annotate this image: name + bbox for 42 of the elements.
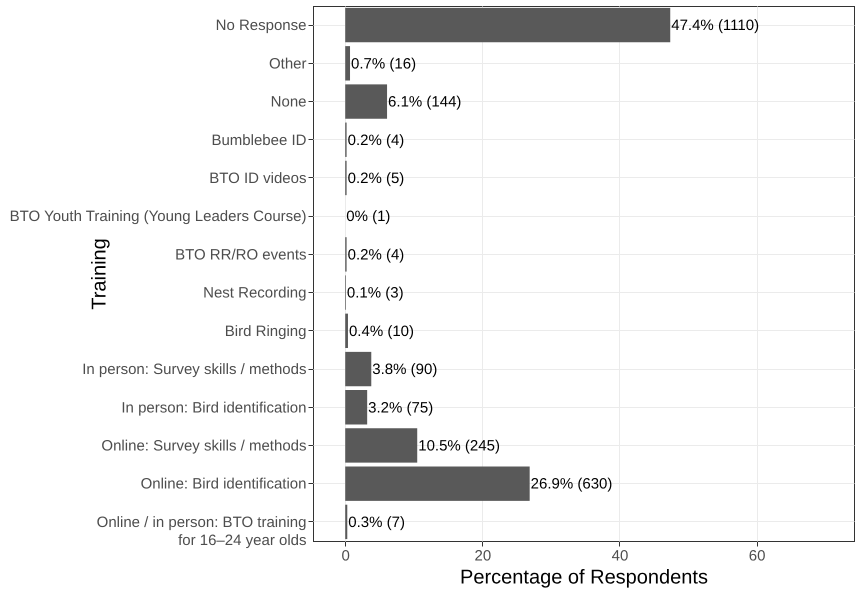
data-label: 0.4% (10): [348, 322, 414, 340]
x-tick-label: 60: [748, 548, 766, 564]
data-label: 3.2% (75): [368, 399, 434, 416]
data-label: 0.2% (4): [348, 132, 404, 149]
x-tick-label: 0: [342, 548, 350, 564]
x-axis-title: Percentage of Respondents: [460, 566, 708, 588]
data-label: 0.7% (16): [351, 55, 416, 72]
data-label: 0.1% (3): [346, 284, 404, 302]
bar: [345, 352, 372, 386]
bar: [345, 84, 388, 119]
y-axis-title: Training: [88, 238, 110, 310]
y-tick-label: BTO ID videos: [209, 170, 306, 187]
data-label: 0.3% (7): [348, 514, 405, 531]
bar: [345, 466, 530, 501]
y-tick-label: BTO RR/RO events: [175, 246, 306, 264]
y-tick-label: In person: Survey skills / methods: [82, 361, 306, 378]
y-tick-label: Bumblebee ID: [211, 132, 307, 149]
y-tick-label: BTO Youth Training (Young Leaders Course): [10, 208, 306, 226]
data-label: 47.4% (1110): [671, 17, 760, 34]
y-tick-label: In person: Bird identification: [121, 399, 306, 416]
data-label: 0% (1): [346, 208, 390, 226]
y-tick-label: Online: Survey skills / methods: [101, 437, 306, 454]
data-label: 0.2% (4): [348, 246, 404, 264]
y-tick-label: Online / in person: BTO training for 16–24 year olds: [96, 514, 306, 549]
bar: [345, 314, 348, 348]
bar: [345, 8, 670, 42]
data-label: 3.8% (90): [372, 361, 438, 378]
y-tick-label: Other: [268, 55, 307, 72]
y-tick-label: No Response: [216, 17, 306, 34]
x-tick-label: 40: [612, 548, 628, 564]
y-tick-label: None: [270, 94, 306, 111]
x-tick-label: 20: [474, 548, 492, 564]
bar: [345, 46, 350, 81]
y-tick-label: Nest Recording: [203, 284, 306, 302]
data-label: 0.2% (5): [348, 170, 404, 187]
y-tick-label: Online: Bird identification: [140, 476, 306, 493]
data-label: 10.5% (245): [418, 437, 500, 454]
data-label: 26.9% (630): [530, 476, 612, 493]
data-label: 6.1% (144): [388, 94, 462, 111]
bar: [345, 390, 368, 424]
bar: [345, 428, 418, 463]
y-tick-label: Bird Ringing: [224, 322, 306, 340]
